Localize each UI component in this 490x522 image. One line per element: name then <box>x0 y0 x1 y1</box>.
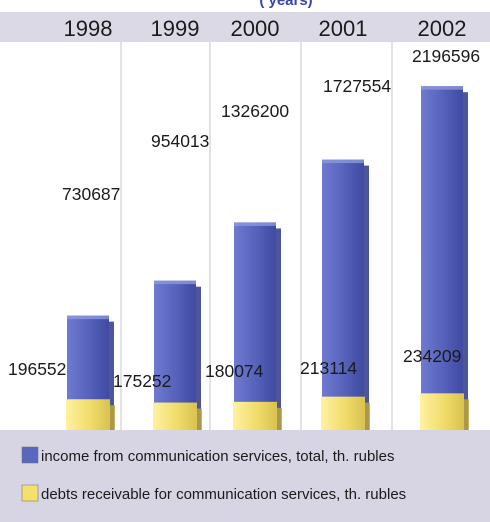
year-label: 2002 <box>418 16 467 41</box>
value-label-debts-2002: 234209 <box>403 346 461 366</box>
year-label: 2000 <box>231 16 280 41</box>
value-label-debts-1998: 196552 <box>8 359 66 379</box>
bar-debts-2000 <box>233 401 277 430</box>
value-labels: 730687 954013 1326200 1727554 2196596 196552 1… <box>8 46 480 391</box>
value-label-income-2002: 2196596 <box>412 46 480 66</box>
legend: income from communication services, tota… <box>21 446 406 503</box>
value-label-income-2000: 1326200 <box>221 101 289 121</box>
bar-income-2000 <box>234 222 276 430</box>
bars <box>66 86 469 437</box>
bar-debts-1998 <box>66 399 110 430</box>
bar-debts-1999 <box>153 402 197 430</box>
chart-title-fragment: ( years) <box>259 0 312 9</box>
legend-swatch-income <box>21 446 39 464</box>
year-label: 1998 <box>64 16 113 41</box>
bar-top-2002 <box>421 86 463 90</box>
bar-income-2001 <box>322 159 364 430</box>
year-label: 2001 <box>319 16 368 41</box>
value-label-debts-2001: 213114 <box>300 358 357 378</box>
value-label-income-1999: 954013 <box>151 131 209 151</box>
value-label-debts-1999: 175252 <box>113 371 171 391</box>
bar-top-1998 <box>67 315 109 320</box>
bar-income-2002 <box>421 86 463 431</box>
year-labels: 1998 1999 2000 2001 2002 <box>64 16 467 41</box>
legend-label-income: income from communication services, tota… <box>41 448 394 465</box>
value-label-income-1998: 730687 <box>62 184 120 204</box>
bar-debts-2002 <box>420 393 464 430</box>
legend-swatch-debts <box>21 484 39 502</box>
value-label-income-2001: 1727554 <box>323 76 391 96</box>
legend-label-debts: debts receivable for communication servi… <box>41 486 406 503</box>
bar-top-1999 <box>154 280 196 285</box>
year-label: 1999 <box>151 16 200 41</box>
bar-debts-2001 <box>321 396 365 430</box>
bar-top-2001 <box>322 159 364 164</box>
column-separators <box>120 42 393 430</box>
legend-band <box>0 430 490 522</box>
value-label-debts-2000: 180074 <box>205 361 264 381</box>
bar-top-2000 <box>234 222 276 226</box>
chart-header-band <box>0 12 490 42</box>
